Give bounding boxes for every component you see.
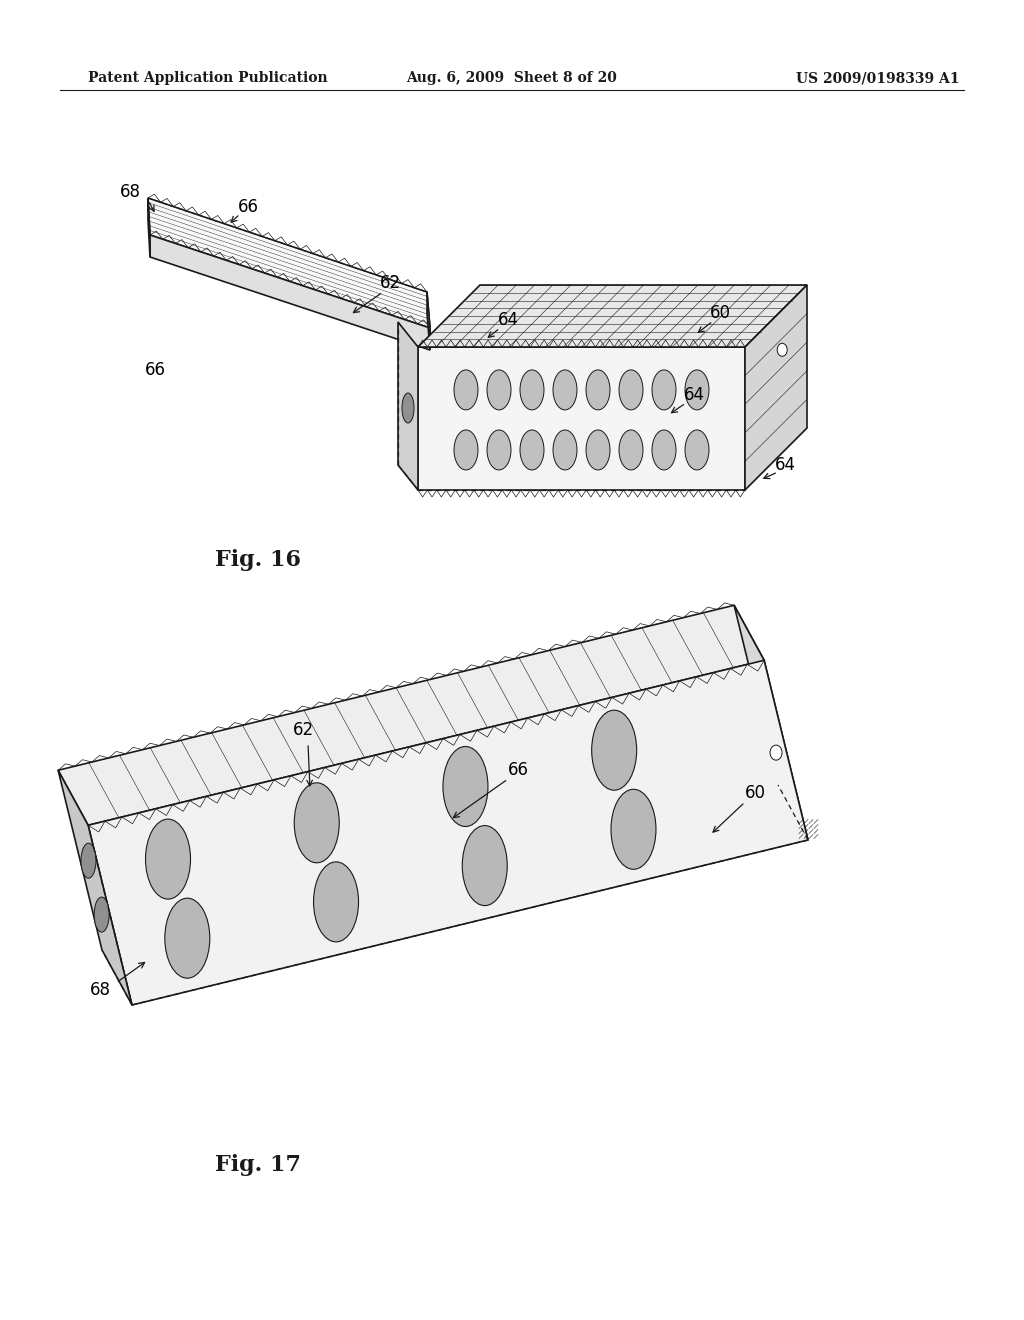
Text: 68: 68 — [89, 981, 111, 999]
Ellipse shape — [487, 370, 511, 411]
Text: US 2009/0198339 A1: US 2009/0198339 A1 — [797, 71, 961, 84]
Ellipse shape — [652, 430, 676, 470]
Ellipse shape — [618, 430, 643, 470]
Ellipse shape — [553, 370, 577, 411]
Polygon shape — [418, 285, 807, 347]
Ellipse shape — [165, 898, 210, 978]
Text: 68: 68 — [120, 183, 140, 201]
Polygon shape — [88, 660, 808, 1005]
Ellipse shape — [618, 370, 643, 411]
Polygon shape — [58, 771, 132, 1005]
Ellipse shape — [520, 370, 544, 411]
Polygon shape — [745, 285, 807, 490]
Ellipse shape — [611, 789, 656, 870]
Text: Patent Application Publication: Patent Application Publication — [88, 71, 328, 84]
Text: 62: 62 — [293, 721, 313, 739]
Text: 64: 64 — [498, 312, 518, 329]
Ellipse shape — [487, 430, 511, 470]
Ellipse shape — [586, 370, 610, 411]
Text: 62: 62 — [380, 275, 400, 292]
Ellipse shape — [294, 783, 339, 863]
Polygon shape — [148, 198, 150, 257]
Polygon shape — [427, 292, 430, 350]
Polygon shape — [734, 606, 808, 840]
Ellipse shape — [454, 370, 478, 411]
Text: 64: 64 — [683, 385, 705, 404]
Text: 66: 66 — [238, 198, 258, 216]
Ellipse shape — [145, 820, 190, 899]
Ellipse shape — [592, 710, 637, 791]
Text: 66: 66 — [144, 360, 166, 379]
Ellipse shape — [685, 430, 709, 470]
Polygon shape — [148, 198, 430, 327]
Polygon shape — [418, 347, 745, 490]
Polygon shape — [398, 322, 418, 490]
Ellipse shape — [652, 370, 676, 411]
Ellipse shape — [94, 898, 110, 932]
Text: 66: 66 — [508, 762, 528, 779]
Ellipse shape — [313, 862, 358, 942]
Polygon shape — [58, 606, 764, 825]
Polygon shape — [150, 235, 430, 350]
Ellipse shape — [81, 843, 96, 878]
Text: 64: 64 — [774, 455, 796, 474]
Text: Fig. 16: Fig. 16 — [215, 549, 301, 572]
Ellipse shape — [454, 430, 478, 470]
Ellipse shape — [685, 370, 709, 411]
Ellipse shape — [462, 825, 507, 906]
Text: Fig. 17: Fig. 17 — [215, 1154, 301, 1176]
Ellipse shape — [586, 430, 610, 470]
Ellipse shape — [553, 430, 577, 470]
Text: Aug. 6, 2009  Sheet 8 of 20: Aug. 6, 2009 Sheet 8 of 20 — [407, 71, 617, 84]
Ellipse shape — [402, 393, 414, 422]
Text: 60: 60 — [744, 784, 766, 803]
Ellipse shape — [443, 747, 488, 826]
Ellipse shape — [520, 430, 544, 470]
Ellipse shape — [777, 343, 787, 356]
Ellipse shape — [770, 744, 782, 760]
Text: 60: 60 — [710, 304, 730, 322]
